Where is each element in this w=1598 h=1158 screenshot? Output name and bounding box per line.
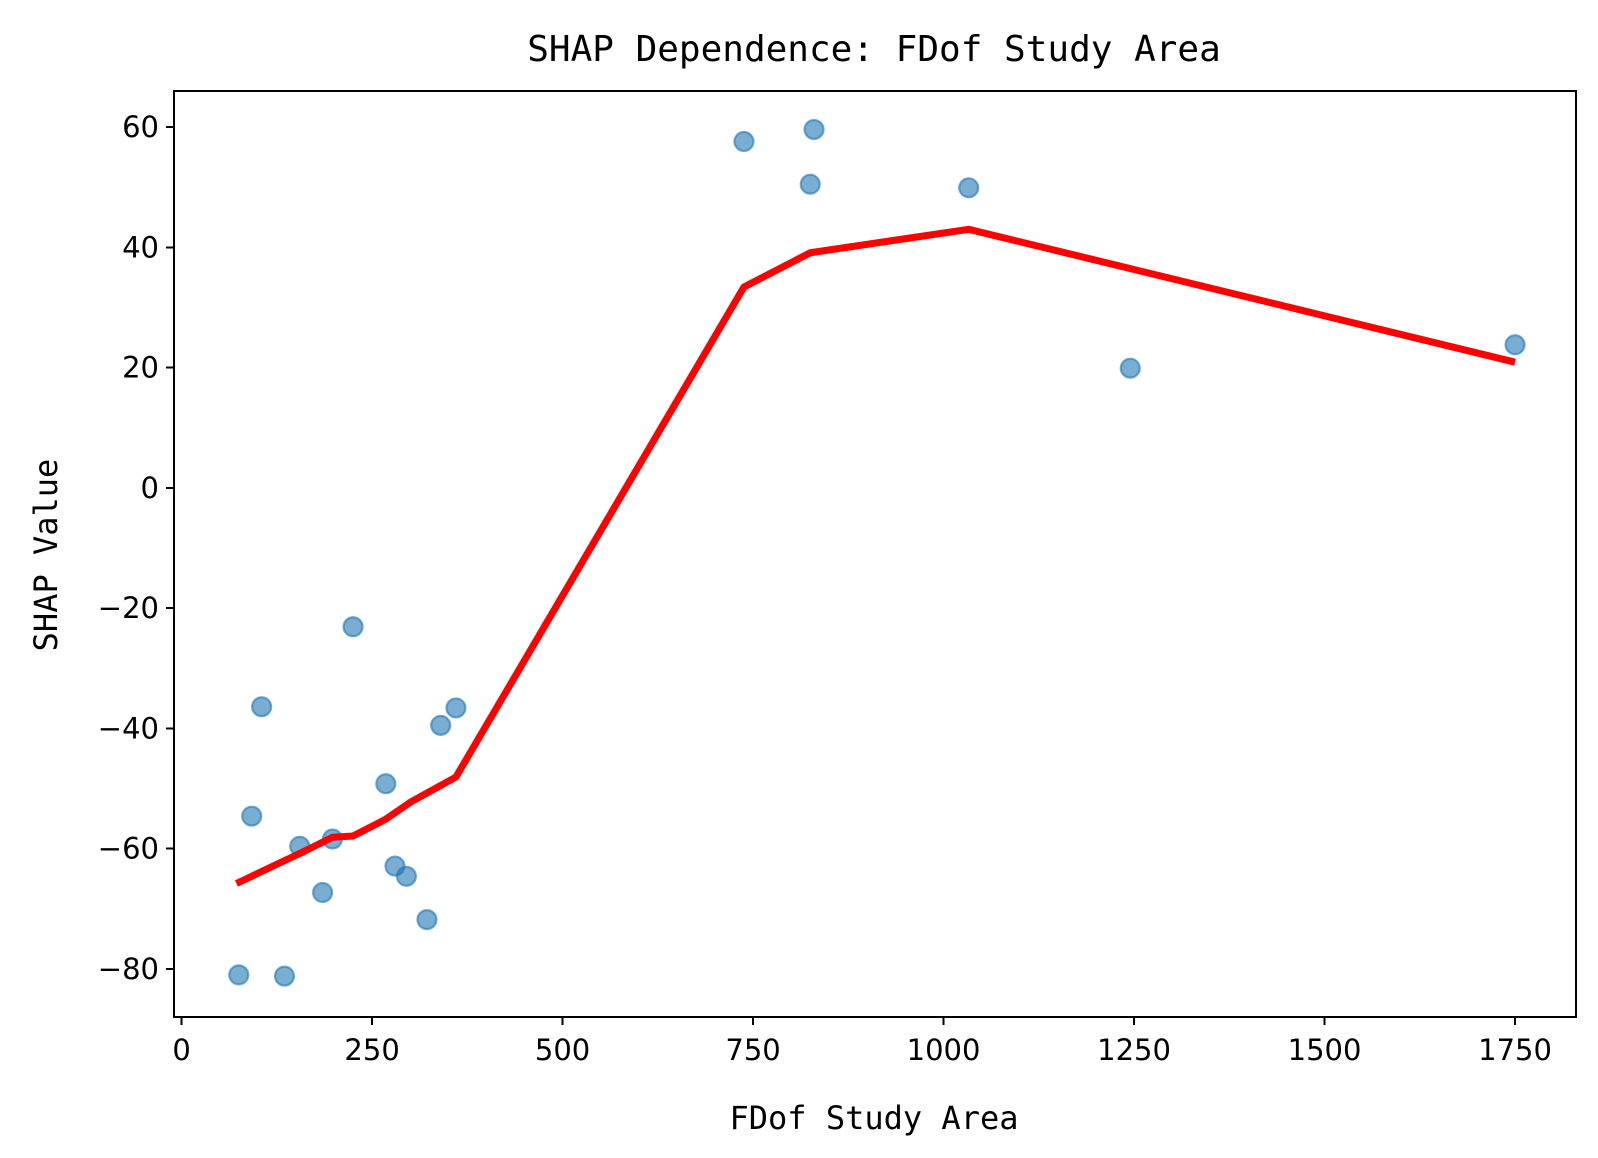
x-tick-label: 0 [172,1033,190,1067]
scatter-point [251,696,273,718]
scatter-point [803,118,825,141]
y-tick-label: 0 [141,471,159,505]
trend-line [234,225,1516,887]
x-tick-label: 750 [725,1033,780,1067]
chart-title: SHAP Dependence: FDof Study Area [527,29,1221,70]
scatter-point [958,177,980,199]
scatter-point [375,773,397,795]
scatter-point [273,965,296,987]
x-tick-label: 1750 [1478,1033,1552,1067]
scatter-point [733,130,755,153]
scatter-point [1504,334,1526,356]
plot-frame [173,90,1577,1018]
y-tick-label: 60 [122,110,159,144]
x-tick-label: 1500 [1288,1033,1362,1067]
x-tick-label: 500 [535,1033,590,1067]
y-tick-label: −40 [98,711,159,745]
scatter-point [445,697,467,719]
y-tick-label: −20 [98,591,159,625]
scatter-point [342,616,364,638]
x-tick-label: 1250 [1097,1033,1171,1067]
scatter-point [1119,357,1141,379]
scatter-point [241,805,263,827]
y-tick-label: 20 [122,351,159,385]
scatter-point [311,881,334,904]
plot-area: 0 250 500 750 1000 1250 1500 1750 −80 −60 −40 −20 0 2… [98,90,1577,1067]
x-tick-label: 250 [344,1033,399,1067]
y-axis-title: SHAP Value [27,459,65,652]
y-tick-label: 40 [122,230,159,264]
scatter-point [430,714,452,736]
x-axis-title: FDof Study Area [730,1099,1019,1137]
scatter-point [228,964,250,986]
scatter-point [799,173,821,195]
x-tick-label: 1000 [907,1033,981,1067]
y-tick-label: −60 [98,832,159,866]
y-tick-label: −80 [98,952,159,986]
scatter-point [416,908,438,931]
scatter-point [395,865,417,887]
